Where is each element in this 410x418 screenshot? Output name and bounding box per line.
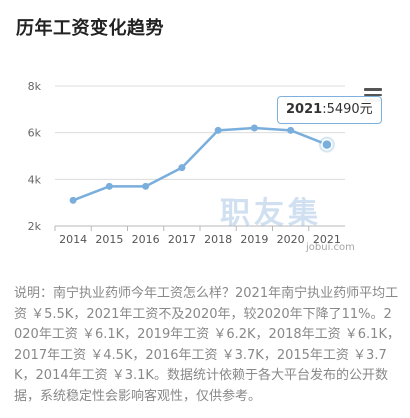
data-tooltip: 2021:5490元 [277,96,382,124]
tooltip-year: 2021 [286,102,323,117]
data-point [250,124,258,132]
x-tick-label: 2017 [168,233,196,246]
y-tick-label: 6k [28,127,42,140]
data-point [69,196,77,204]
x-tick-label: 2020 [277,233,305,246]
x-tick-label: 2019 [240,233,268,246]
series-line [72,126,328,202]
data-point [142,182,150,190]
description-text: 说明：南宁执业药师今年工资怎么样？2021年南宁执业药师平均工资 ￥5.5K，2… [14,286,400,404]
x-tick-label: 2015 [95,233,123,246]
data-point [105,182,113,190]
data-point-highlight [321,138,333,151]
x-tick-label: 2014 [59,233,87,246]
y-tick-label: 8k [28,80,42,93]
y-tick-label: 2k [28,220,42,233]
chart-title: 历年工资变化趋势 [16,18,164,39]
tooltip-value: :5490元 [322,102,373,117]
x-tick-label: 2021 [313,233,341,246]
salary-line-chart: 2k 4k 6k 8k 2014 2015 2016 2017 2018 2019 2020 2021… [0,62,410,262]
y-tick-label: 4k [28,173,42,186]
data-point [178,164,186,172]
data-point [287,126,295,134]
chart-svg: 2k 4k 6k 8k 2014 2015 2016 2017 2018 2019 2020 2021 [28,80,345,246]
data-point [214,126,222,134]
x-tick-label: 2018 [204,233,232,246]
watermark-logo: 职友集 [220,196,322,231]
x-tick-label: 2016 [132,233,160,246]
watermark-url: jobui.com [306,242,355,253]
